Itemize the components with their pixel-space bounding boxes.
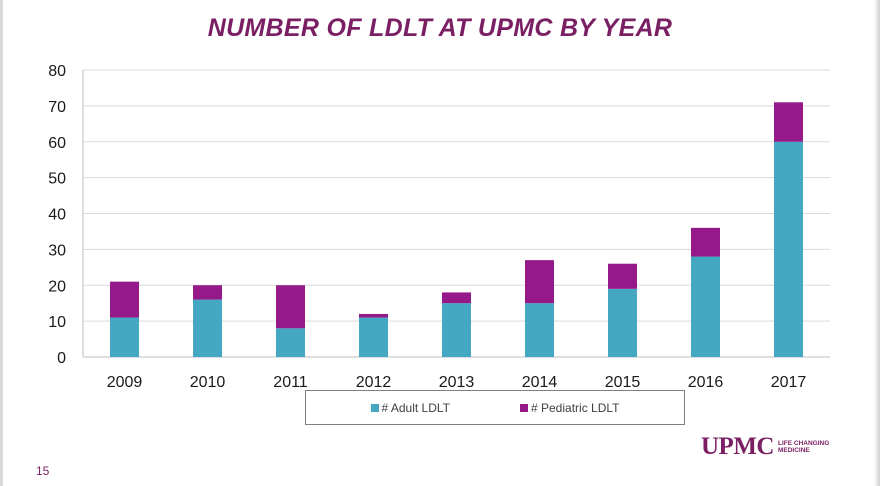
bars (110, 102, 803, 357)
chart-title: NUMBER OF LDLT AT UPMC BY YEAR (207, 14, 673, 42)
bar-pediatric-2009 (110, 281, 139, 318)
y-tick-label: 30 (48, 242, 66, 259)
legend-swatch-adult (370, 403, 379, 412)
bar-adult-2015 (608, 288, 637, 357)
bar-adult-2013 (442, 303, 471, 357)
bar-adult-2014 (525, 303, 554, 357)
x-tick-label: 2011 (273, 374, 308, 391)
bar-adult-2010 (193, 299, 222, 357)
bar-pediatric-2016 (691, 227, 720, 257)
bar-pediatric-2010 (193, 285, 222, 300)
x-tick-label: 2015 (605, 374, 641, 391)
x-tick-label: 2016 (688, 374, 724, 391)
x-tick-label: 2017 (771, 374, 807, 391)
y-tick-label: 40 (48, 207, 66, 224)
bar-adult-2009 (110, 317, 139, 357)
bar-adult-2017 (774, 141, 803, 357)
bar-pediatric-2017 (774, 102, 803, 142)
y-tick-label: 0 (57, 350, 66, 367)
x-tick-label: 2014 (522, 374, 558, 391)
y-tick-label: 20 (48, 278, 66, 295)
y-tick-labels: 0 10 20 30 40 50 60 70 80 (48, 63, 66, 367)
bar-pediatric-2011 (276, 285, 305, 329)
x-tick-labels: 2009 2010 2011 2012 2013 2014 2015 2016 2017 (107, 374, 807, 391)
y-tick-label: 80 (48, 63, 66, 80)
y-tick-label: 50 (48, 171, 66, 188)
bar-adult-2012 (359, 317, 388, 357)
logo-tagline: LIFE CHANGING MEDICINE (777, 439, 830, 454)
bar-pediatric-2014 (525, 260, 554, 304)
x-tick-label: 2009 (107, 374, 143, 391)
bar-pediatric-2012 (359, 313, 388, 318)
bar-adult-2016 (691, 256, 720, 357)
bar-pediatric-2013 (442, 292, 471, 304)
slide-left-edge (0, 0, 3, 486)
slide-right-shadow (874, 0, 880, 486)
chart-legend: # Adult LDLT # Pediatric LDLT (305, 390, 685, 425)
bar-pediatric-2015 (608, 263, 637, 289)
legend-swatch-pediatric (520, 403, 528, 412)
x-tick-label: 2013 (439, 374, 475, 391)
bar-adult-2011 (276, 328, 305, 357)
x-tick-label: 2010 (190, 374, 226, 391)
page-number: 15 (36, 464, 50, 478)
y-tick-label: 60 (48, 135, 66, 152)
logo-wordmark: UPMC (701, 433, 774, 460)
x-tick-label: 2012 (356, 374, 392, 391)
legend-label-pediatric: # Pediatric LDLT (531, 400, 620, 415)
y-tick-label: 10 (48, 314, 66, 331)
legend-label-adult: # Adult LDLT (381, 400, 450, 415)
upmc-logo: UPMC LIFE CHANGING MEDICINE (701, 434, 838, 459)
y-tick-label: 70 (48, 99, 66, 116)
legend-item-pediatric: # Pediatric LDLT (520, 401, 619, 415)
legend-item-adult: # Adult LDLT (370, 400, 450, 415)
